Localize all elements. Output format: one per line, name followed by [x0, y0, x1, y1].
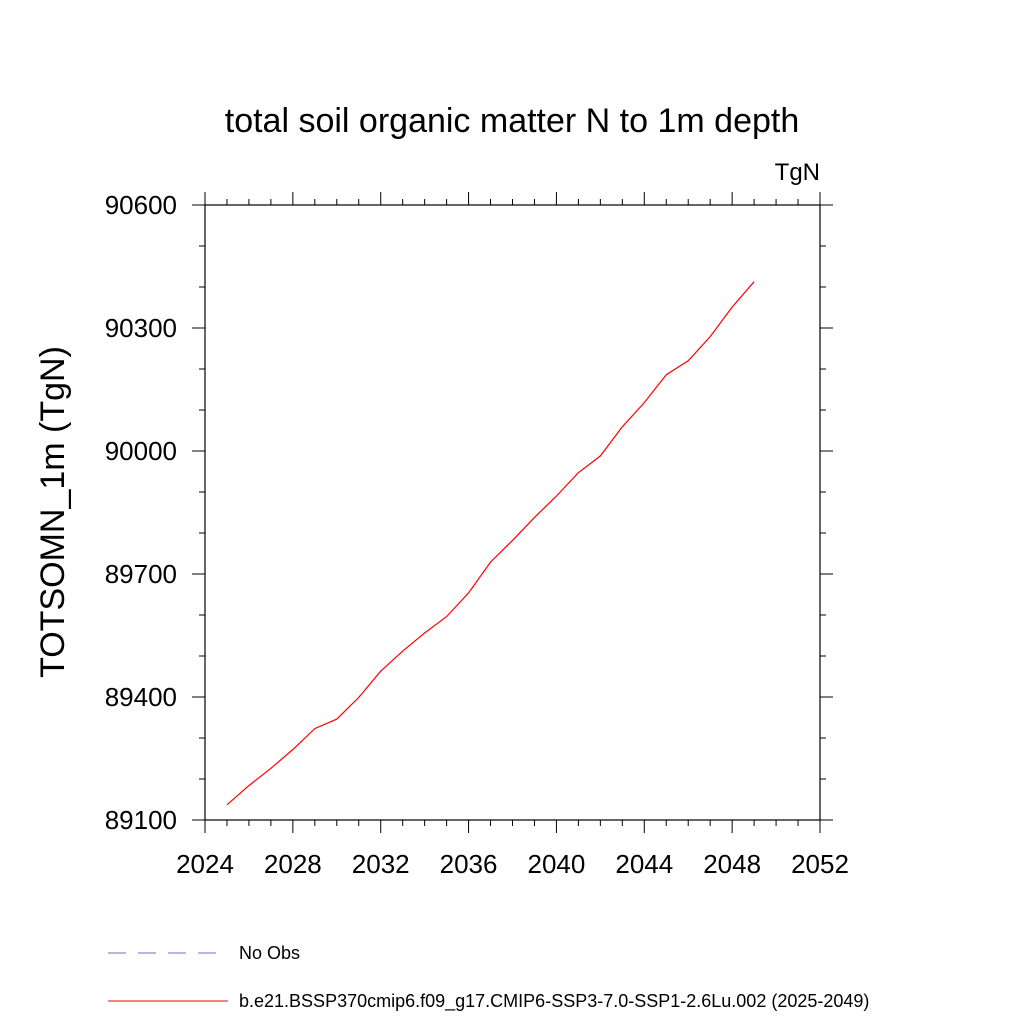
legend-label: No Obs: [239, 943, 300, 963]
plot-frame: [204, 204, 821, 821]
y-tick-label: 90600: [105, 190, 177, 220]
chart-title: total soil organic matter N to 1m depth: [225, 102, 800, 140]
x-tick-label: 2024: [176, 849, 234, 879]
y-axis: 89100 89400 89700 90000 90300 90600: [105, 190, 833, 835]
x-tick-label: 2052: [791, 849, 849, 879]
x-tick-label: 2040: [528, 849, 586, 879]
y-tick-label: 89400: [105, 682, 177, 712]
series-line: [226, 281, 755, 806]
y-tick-label: 89100: [105, 805, 177, 835]
series-layer: [226, 281, 755, 806]
x-tick-label: 2036: [440, 849, 498, 879]
x-tick-label: 2028: [264, 849, 322, 879]
y-axis-title: TOTSOMN_1m (TgN): [34, 346, 72, 678]
x-tick-label: 2032: [352, 849, 410, 879]
units-label: TgN: [775, 159, 820, 186]
legend-label: b.e21.BSSP370cmip6.f09_g17.CMIP6-SSP3-7.…: [239, 991, 869, 1012]
x-tick-label: 2048: [703, 849, 761, 879]
plot-area: [204, 204, 821, 821]
y-tick-label: 90000: [105, 436, 177, 466]
x-tick-label: 2044: [615, 849, 673, 879]
y-tick-label: 89700: [105, 559, 177, 589]
x-axis: 2024 2028 2032 2036 2040 2044 2048 2052: [176, 192, 849, 879]
legend: No Obs b.e21.BSSP370cmip6.f09_g17.CMIP6-S…: [108, 943, 869, 1012]
y-tick-label: 90300: [105, 313, 177, 343]
